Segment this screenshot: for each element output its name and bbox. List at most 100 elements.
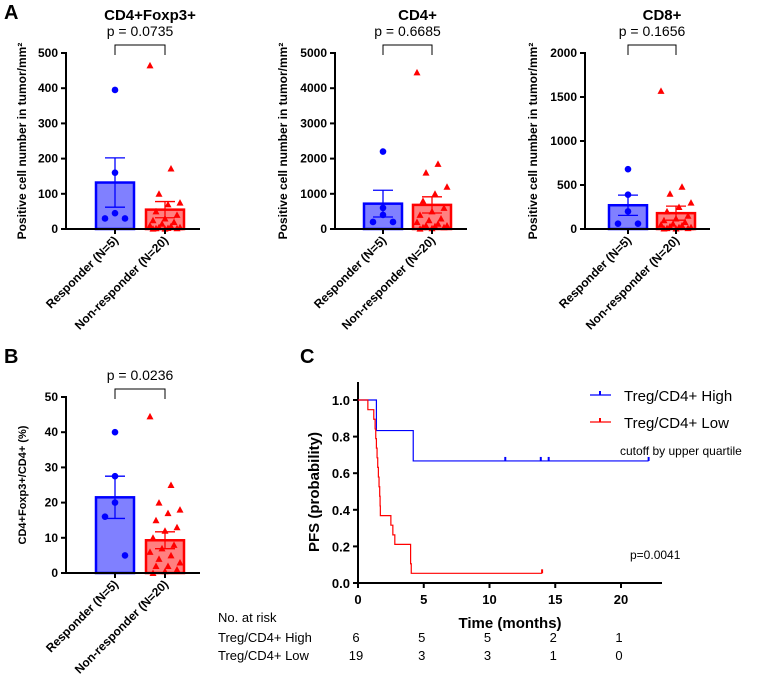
risk-table-value: 3 [484, 648, 491, 663]
data-point-non-responder [173, 565, 181, 573]
x-tick-label: Non-responder (N=20) [583, 233, 682, 332]
y-tick-label: 100 [38, 187, 58, 201]
y-tick-label: 4000 [300, 81, 327, 95]
chart-title: CD4+ [398, 7, 437, 24]
data-point-non-responder [155, 499, 163, 506]
data-point-non-responder [152, 207, 160, 215]
risk-table-value: 0 [615, 648, 622, 663]
data-point-non-responder [173, 523, 181, 531]
y-tick-label: 50 [45, 390, 59, 404]
y-tick-label: 500 [38, 46, 58, 60]
cutoff-annotation: cutoff by upper quartile [620, 444, 742, 458]
data-point-non-responder [161, 214, 169, 222]
x-tick-label: 0 [354, 592, 361, 607]
significance-bracket [114, 388, 166, 399]
significance-bracket [627, 44, 677, 55]
legend-label: Treg/CD4+ High [624, 388, 732, 405]
data-point-non-responder [155, 190, 163, 197]
bar-chart-3: CD8+ 0 500 1000 1500 2000 Positive cell number… [526, 7, 710, 332]
y-tick-label: 0.2 [332, 539, 350, 554]
y-tick-label: 1000 [550, 134, 577, 148]
data-point-non-responder [158, 544, 166, 552]
data-point-responder [379, 204, 387, 212]
km-curve-high [358, 399, 649, 462]
risk-table-value: 5 [418, 630, 425, 645]
panel-letter-b: B [4, 346, 18, 368]
data-point-non-responder [155, 555, 163, 562]
data-point-non-responder [161, 527, 169, 534]
y-tick-label: 40 [45, 425, 59, 439]
x-tick-label: Non-responder (N=20) [72, 233, 171, 332]
y-tick-label: 1500 [550, 90, 577, 104]
risk-table-row-label: Treg/CD4+ Low [218, 648, 310, 663]
data-point-non-responder [167, 481, 175, 488]
y-axis-label: Positive cell number in tumor/mm² [15, 43, 29, 240]
y-tick-label: 0 [320, 222, 327, 236]
data-point-responder [101, 513, 109, 520]
y-tick-label: 30 [45, 460, 59, 474]
y-tick-label: 1000 [300, 187, 327, 201]
y-tick-label: 0.8 [332, 430, 350, 445]
data-point-non-responder [413, 68, 421, 76]
risk-table-value: 1 [615, 630, 622, 645]
x-tick-label: 15 [548, 592, 562, 607]
data-point-non-responder [164, 200, 172, 208]
data-point-non-responder [170, 541, 178, 548]
data-point-non-responder [657, 87, 665, 94]
data-point-non-responder [149, 534, 157, 541]
bar-chart-1: CD4+Foxp3+ 0 100 200 300 400 500 Positive cell … [15, 7, 200, 332]
data-point-non-responder [678, 183, 686, 190]
y-tick-label: 0 [51, 222, 58, 236]
data-point-non-responder [167, 551, 175, 559]
data-point-responder [614, 220, 622, 228]
y-tick-label: 0.0 [332, 576, 350, 591]
risk-table-row-label: Treg/CD4+ High [218, 630, 312, 645]
panel-letter-c: C [300, 346, 314, 368]
risk-table-value: 19 [349, 648, 363, 663]
data-point-responder [634, 220, 642, 228]
data-point-non-responder [657, 221, 665, 228]
p-value-label: p = 0.0735 [107, 23, 174, 39]
y-tick-label: 0.4 [332, 503, 351, 518]
data-point-non-responder [431, 190, 439, 197]
y-tick-label: 0 [570, 222, 577, 236]
data-point-responder [111, 86, 119, 94]
data-point-non-responder [443, 183, 451, 190]
data-point-responder [111, 169, 119, 176]
data-point-responder [111, 472, 119, 480]
data-point-non-responder [687, 199, 695, 206]
data-point-non-responder [419, 197, 427, 204]
data-point-non-responder [672, 214, 680, 222]
data-point-non-responder [440, 204, 448, 211]
p-value-label: p = 0.0236 [107, 367, 174, 383]
data-point-non-responder [146, 61, 154, 69]
x-tick-label: Non-responder (N=20) [339, 233, 438, 332]
data-point-non-responder [146, 412, 154, 420]
x-tick-label: 5 [420, 592, 427, 607]
y-tick-label: 10 [45, 531, 59, 545]
x-tick-label: Non-responder (N=20) [72, 577, 171, 676]
data-point-responder [101, 215, 109, 222]
risk-table-value: 3 [418, 648, 425, 663]
y-tick-label: 2000 [300, 152, 327, 166]
p-value-label: p = 0.1656 [619, 23, 686, 39]
data-point-non-responder [176, 199, 184, 206]
data-point-non-responder [164, 509, 172, 517]
risk-table-value: 5 [484, 630, 491, 645]
y-tick-label: 300 [38, 116, 58, 130]
y-tick-label: 500 [557, 178, 577, 192]
data-point-non-responder [176, 558, 184, 566]
data-point-responder [369, 218, 377, 226]
data-point-responder [121, 215, 129, 222]
chart-title: CD4+Foxp3+ [104, 7, 196, 24]
data-point-non-responder [663, 207, 671, 215]
data-point-responder [379, 211, 387, 219]
data-point-non-responder [681, 218, 689, 225]
data-point-non-responder [675, 203, 683, 210]
data-point-responder [121, 552, 129, 559]
significance-bracket [114, 44, 166, 55]
y-tick-label: 1.0 [332, 393, 350, 408]
data-point-non-responder [149, 216, 157, 224]
